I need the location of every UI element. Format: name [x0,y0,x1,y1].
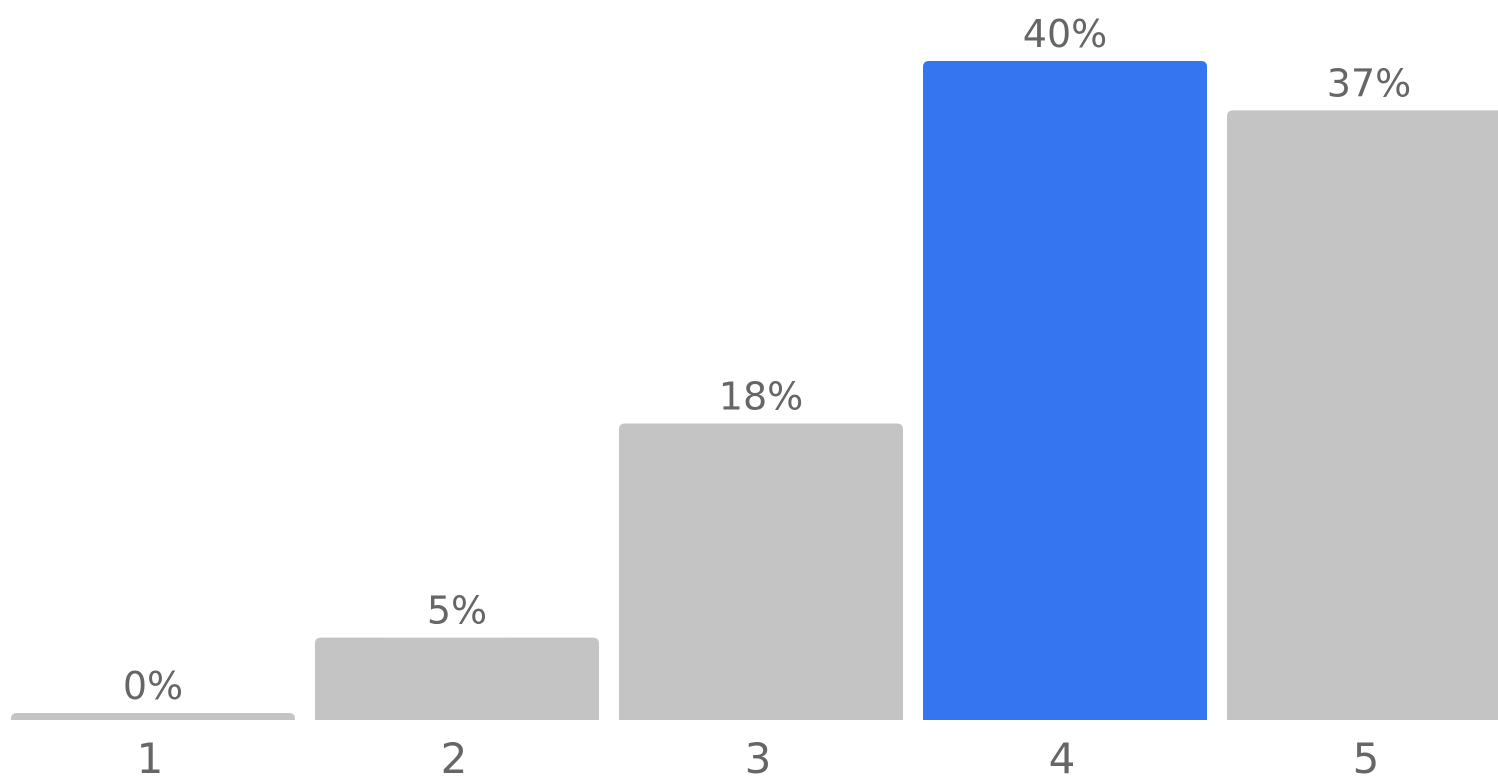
bar-5 [1227,110,1498,720]
value-label-5: 37% [1327,61,1411,105]
bar-1 [11,713,295,720]
category-label-1: 1 [137,734,164,777]
value-label-1: 0% [123,664,183,708]
category-label-4: 4 [1049,734,1076,777]
value-label-2: 5% [427,589,487,633]
bars-group [11,61,1498,720]
bar-4 [923,61,1207,720]
bar-2 [315,637,599,720]
value-label-4: 40% [1023,12,1107,56]
category-label-3: 3 [745,734,772,777]
category-label-5: 5 [1353,734,1380,777]
value-label-3: 18% [719,374,803,418]
bar-3 [619,423,903,720]
value-labels-group: 0% 5% 18% 40% 37% [123,12,1411,708]
category-label-2: 2 [441,734,468,777]
category-labels-group: 1 2 3 4 5 [137,734,1380,777]
